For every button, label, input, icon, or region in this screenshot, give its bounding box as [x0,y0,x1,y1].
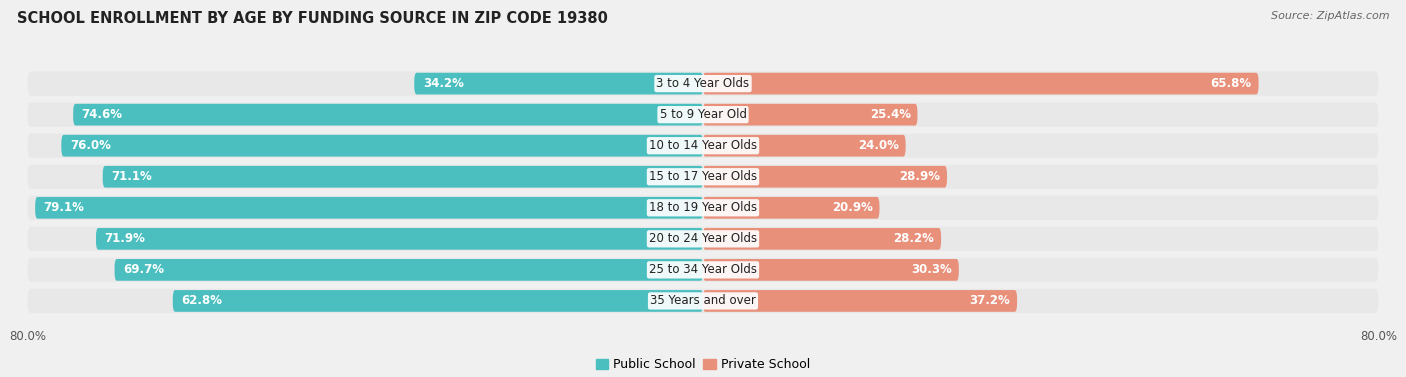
FancyBboxPatch shape [703,259,959,281]
Text: 20 to 24 Year Olds: 20 to 24 Year Olds [650,232,756,245]
Text: 65.8%: 65.8% [1211,77,1251,90]
FancyBboxPatch shape [103,166,703,188]
Text: 20.9%: 20.9% [832,201,873,214]
Text: 71.1%: 71.1% [111,170,152,183]
FancyBboxPatch shape [28,165,1378,189]
FancyBboxPatch shape [28,72,1378,96]
FancyBboxPatch shape [703,166,948,188]
Legend: Public School, Private School: Public School, Private School [591,353,815,376]
Text: 79.1%: 79.1% [44,201,84,214]
FancyBboxPatch shape [28,103,1378,127]
Text: 28.2%: 28.2% [893,232,935,245]
Text: Source: ZipAtlas.com: Source: ZipAtlas.com [1271,11,1389,21]
Text: 18 to 19 Year Olds: 18 to 19 Year Olds [650,201,756,214]
Text: 24.0%: 24.0% [858,139,898,152]
Text: 5 to 9 Year Old: 5 to 9 Year Old [659,108,747,121]
FancyBboxPatch shape [703,197,880,219]
FancyBboxPatch shape [703,104,918,126]
Text: 76.0%: 76.0% [70,139,111,152]
FancyBboxPatch shape [114,259,703,281]
Text: 37.2%: 37.2% [970,294,1011,307]
FancyBboxPatch shape [703,290,1017,312]
FancyBboxPatch shape [28,289,1378,313]
Text: 30.3%: 30.3% [911,264,952,276]
FancyBboxPatch shape [703,228,941,250]
FancyBboxPatch shape [703,135,905,156]
FancyBboxPatch shape [73,104,703,126]
Text: 74.6%: 74.6% [82,108,122,121]
Text: 69.7%: 69.7% [122,264,165,276]
FancyBboxPatch shape [35,197,703,219]
FancyBboxPatch shape [28,258,1378,282]
Text: 10 to 14 Year Olds: 10 to 14 Year Olds [650,139,756,152]
Text: 71.9%: 71.9% [104,232,145,245]
FancyBboxPatch shape [96,228,703,250]
FancyBboxPatch shape [173,290,703,312]
FancyBboxPatch shape [28,196,1378,220]
Text: 34.2%: 34.2% [423,77,464,90]
Text: 35 Years and over: 35 Years and over [650,294,756,307]
FancyBboxPatch shape [62,135,703,156]
Text: SCHOOL ENROLLMENT BY AGE BY FUNDING SOURCE IN ZIP CODE 19380: SCHOOL ENROLLMENT BY AGE BY FUNDING SOUR… [17,11,607,26]
FancyBboxPatch shape [28,133,1378,158]
FancyBboxPatch shape [703,73,1258,95]
FancyBboxPatch shape [415,73,703,95]
Text: 25.4%: 25.4% [870,108,911,121]
Text: 3 to 4 Year Olds: 3 to 4 Year Olds [657,77,749,90]
Text: 28.9%: 28.9% [900,170,941,183]
FancyBboxPatch shape [28,227,1378,251]
Text: 15 to 17 Year Olds: 15 to 17 Year Olds [650,170,756,183]
Text: 25 to 34 Year Olds: 25 to 34 Year Olds [650,264,756,276]
Text: 62.8%: 62.8% [181,294,222,307]
